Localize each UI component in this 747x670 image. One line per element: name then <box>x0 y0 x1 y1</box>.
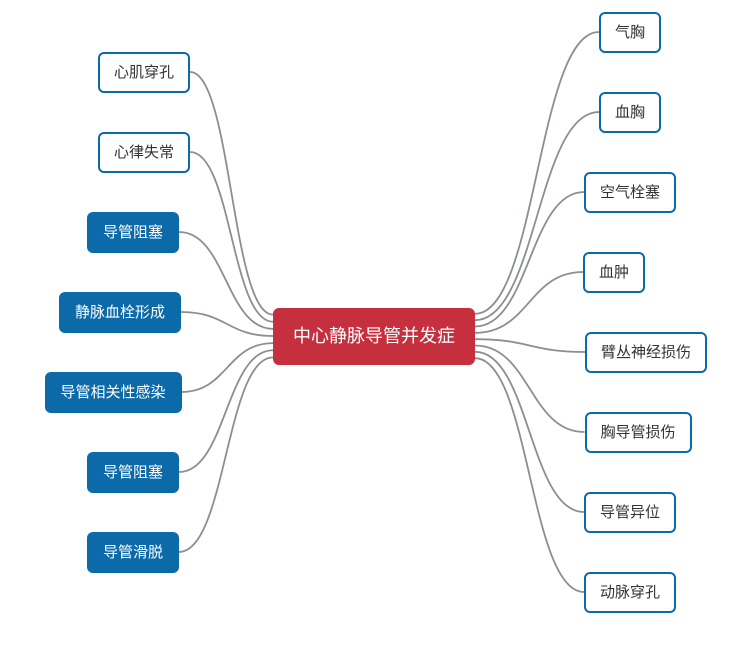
node-l7[interactable]: 导管滑脱 <box>87 532 179 573</box>
node-label: 静脉血栓形成 <box>75 304 165 321</box>
node-label: 导管阻塞 <box>103 464 163 481</box>
node-label: 血胸 <box>615 104 645 121</box>
mindmap-canvas: 中心静脉导管并发症心肌穿孔心律失常导管阻塞静脉血栓形成导管相关性感染导管阻塞导管… <box>0 0 747 670</box>
node-l6[interactable]: 导管阻塞 <box>87 452 179 493</box>
node-label: 导管滑脱 <box>103 544 163 561</box>
node-label: 导管阻塞 <box>103 224 163 241</box>
node-label: 血肿 <box>599 264 629 281</box>
node-label: 胸导管损伤 <box>601 424 676 441</box>
node-l4[interactable]: 静脉血栓形成 <box>59 292 181 333</box>
node-label: 导管异位 <box>600 504 660 521</box>
node-label: 气胸 <box>615 24 645 41</box>
node-r2[interactable]: 血胸 <box>599 92 661 133</box>
node-r4[interactable]: 血肿 <box>583 252 645 293</box>
node-r5[interactable]: 臂丛神经损伤 <box>585 332 707 373</box>
node-label: 中心静脉导管并发症 <box>293 326 455 346</box>
node-r1[interactable]: 气胸 <box>599 12 661 53</box>
node-label: 动脉穿孔 <box>600 584 660 601</box>
node-label: 导管相关性感染 <box>61 384 166 401</box>
node-l1[interactable]: 心肌穿孔 <box>98 52 190 93</box>
node-l3[interactable]: 导管阻塞 <box>87 212 179 253</box>
node-r8[interactable]: 动脉穿孔 <box>584 572 676 613</box>
node-label: 空气栓塞 <box>600 184 660 201</box>
center-node[interactable]: 中心静脉导管并发症 <box>273 308 475 365</box>
node-r7[interactable]: 导管异位 <box>584 492 676 533</box>
node-r3[interactable]: 空气栓塞 <box>584 172 676 213</box>
node-l5[interactable]: 导管相关性感染 <box>45 372 182 413</box>
node-l2[interactable]: 心律失常 <box>98 132 190 173</box>
node-r6[interactable]: 胸导管损伤 <box>585 412 692 453</box>
node-label: 心肌穿孔 <box>114 64 174 81</box>
node-label: 臂丛神经损伤 <box>601 344 691 361</box>
node-label: 心律失常 <box>114 144 174 161</box>
